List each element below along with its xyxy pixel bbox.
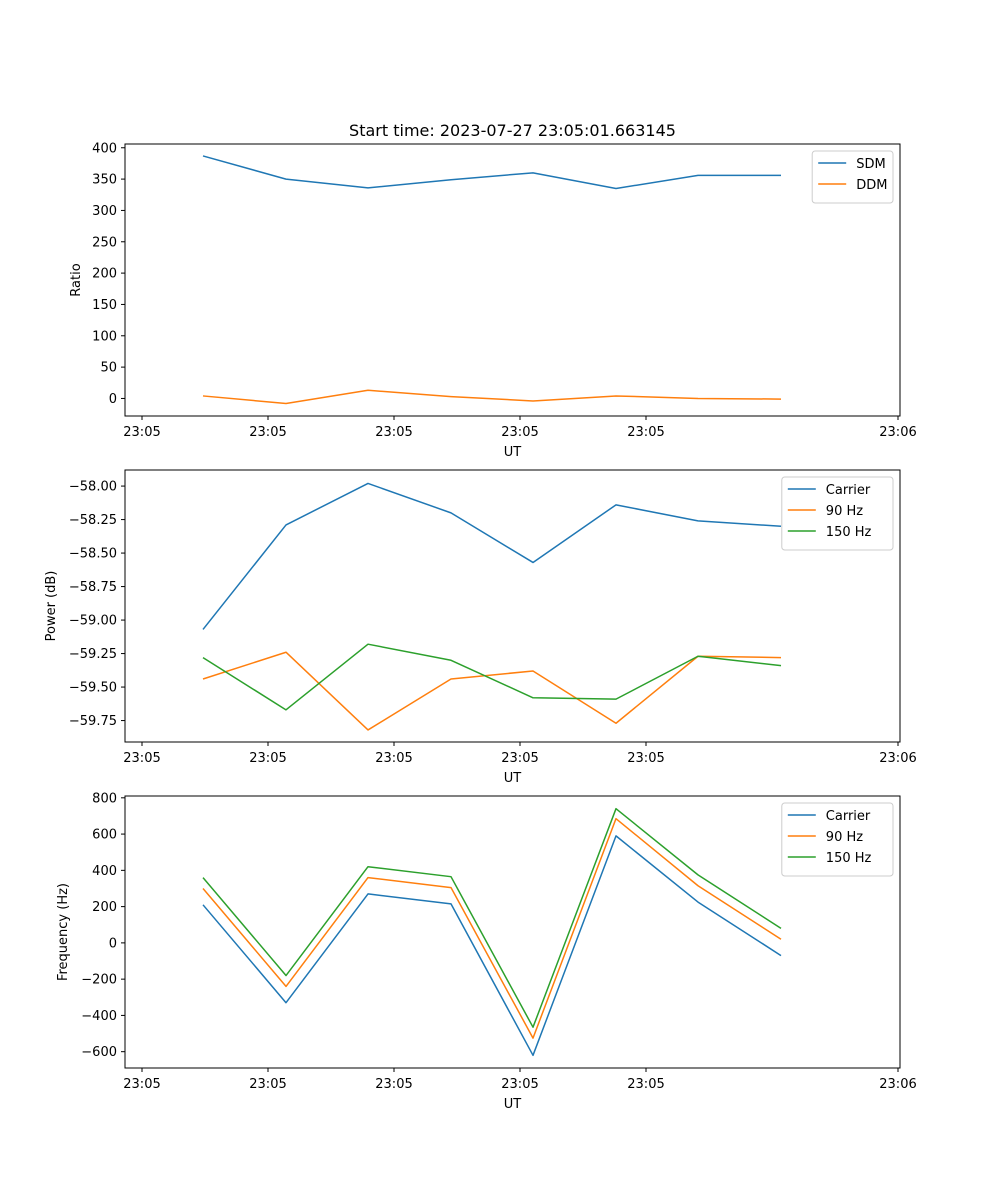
- legend: SDM DDM: [811, 150, 894, 204]
- x-tick-label: 23:05: [501, 751, 538, 766]
- x-tick-label: 23:05: [375, 425, 412, 440]
- y-tick-label: 300: [92, 204, 117, 219]
- y-tick-label: −59.75: [69, 714, 117, 729]
- y-tick-label: 350: [92, 173, 117, 188]
- x-tick-label: 23:05: [375, 1077, 412, 1092]
- legend-label: 90 Hz: [826, 504, 863, 519]
- x-tick-label: 23:05: [123, 1077, 160, 1092]
- series-line-sdm: [202, 155, 781, 190]
- legend-label: Carrier: [826, 483, 871, 498]
- y-tick-label: 800: [92, 791, 117, 806]
- subplot-2: 23:05 23:05 23:05 23:05 23:05 23:06 −59.75 −59.…: [44, 469, 917, 786]
- legend-label: 90 Hz: [826, 830, 863, 845]
- y-tick-label: 600: [92, 828, 117, 843]
- x-tick-label: 23:05: [249, 751, 286, 766]
- series-line-90-hz: [202, 651, 782, 731]
- y-tick-label: 50: [100, 361, 117, 376]
- series-line-150-hz: [202, 643, 782, 711]
- x-tick-label: 23:05: [249, 1077, 286, 1092]
- y-tick-label: −58.25: [69, 513, 117, 528]
- plots: 23:05 23:05 23:05 23:05 23:05 23:06 0 50 100 150 2…: [44, 141, 917, 1112]
- x-tick-label: 23:05: [123, 751, 160, 766]
- legend: Carrier 90 Hz 150 Hz: [781, 802, 894, 877]
- y-tick-label: 150: [92, 298, 117, 313]
- legend-label: 150 Hz: [826, 851, 872, 866]
- x-tick-label: 23:05: [375, 751, 412, 766]
- x-tick-label: 23:05: [501, 425, 538, 440]
- legend-label: 150 Hz: [826, 525, 872, 540]
- x-tick-label: 23:05: [627, 425, 664, 440]
- axes-frame: [124, 795, 901, 1069]
- legend-box: [811, 150, 894, 204]
- series-line-carrier: [202, 482, 782, 630]
- y-tick-label: 400: [92, 864, 117, 879]
- y-tick-label: −59.00: [69, 614, 117, 629]
- series-line-150-hz: [202, 807, 782, 1028]
- y-tick-label: 0: [109, 936, 117, 951]
- y-tick-label: −58.00: [69, 480, 117, 495]
- y-tick-label: 200: [92, 267, 117, 282]
- x-axis-label: UT: [504, 771, 522, 786]
- axes-frame: [124, 469, 901, 743]
- legend-label: SDM: [856, 157, 885, 172]
- y-tick-label: −400: [81, 1009, 117, 1024]
- y-axis-label: Ratio: [69, 263, 84, 296]
- y-tick-label: −58.50: [69, 547, 117, 562]
- axes-frame: [124, 143, 901, 417]
- y-tick-label: −59.50: [69, 681, 117, 696]
- y-tick-label: 100: [92, 329, 117, 344]
- x-tick-label: 23:06: [879, 1077, 916, 1092]
- x-tick-label: 23:05: [123, 425, 160, 440]
- x-axis-label: UT: [504, 445, 522, 460]
- legend-label: DDM: [856, 178, 887, 193]
- legend: Carrier 90 Hz 150 Hz: [781, 476, 894, 551]
- y-tick-label: −58.75: [69, 580, 117, 595]
- y-tick-label: 400: [92, 141, 117, 156]
- y-tick-label: −200: [81, 973, 117, 988]
- y-axis-label: Power (dB): [44, 571, 59, 642]
- x-tick-label: 23:05: [249, 425, 286, 440]
- y-tick-label: −600: [81, 1045, 117, 1060]
- subplot-3: 23:05 23:05 23:05 23:05 23:05 23:06 −600 −400 −2…: [56, 791, 917, 1112]
- series-line-90-hz: [202, 817, 782, 1039]
- y-tick-label: 200: [92, 900, 117, 915]
- x-axis-label: UT: [504, 1097, 522, 1112]
- x-tick-label: 23:05: [501, 1077, 538, 1092]
- x-tick-label: 23:05: [627, 1077, 664, 1092]
- x-tick-label: 23:06: [879, 751, 916, 766]
- y-axis-label: Frequency (Hz): [56, 883, 71, 981]
- series-line-carrier: [202, 835, 782, 1057]
- y-tick-label: −59.25: [69, 647, 117, 662]
- series-line-ddm: [202, 389, 782, 405]
- x-tick-label: 23:06: [879, 425, 916, 440]
- subplot-1: 23:05 23:05 23:05 23:05 23:05 23:06 0 50 100 150 2…: [69, 141, 917, 460]
- legend-label: Carrier: [826, 809, 871, 824]
- figure-title: Start time: 2023-07-27 23:05:01.663145: [349, 121, 676, 140]
- y-tick-label: 250: [92, 235, 117, 250]
- y-tick-label: 0: [109, 392, 117, 407]
- x-tick-label: 23:05: [627, 751, 664, 766]
